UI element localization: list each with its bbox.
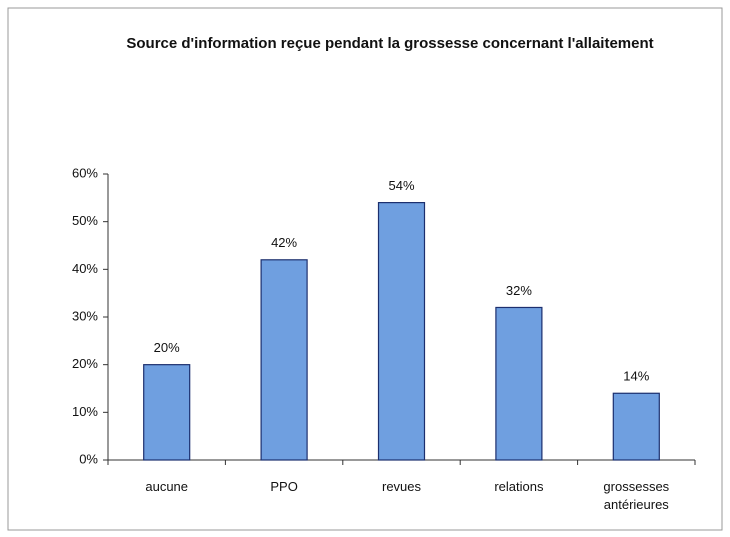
y-tick-label: 60% [72,165,98,180]
x-tick-label: revues [381,479,422,494]
x-tick-label: relations [494,479,544,494]
data-label: 54% [388,178,414,193]
data-label: 42% [271,235,297,250]
bar [260,259,308,461]
y-tick-label: 0% [79,451,98,466]
chart-title: Source d'information reçue pendant la gr… [126,35,654,52]
data-label: 14% [623,369,649,384]
x-tick-label: aucune [145,479,189,494]
data-label: 20% [154,340,180,355]
y-tick-label: 30% [72,308,98,323]
bar [143,364,191,461]
y-tick-label: 50% [72,213,98,228]
x-tick-label: grossesses antérieures [603,479,670,512]
y-tick-label: 20% [72,356,98,371]
bar [377,202,426,461]
bar [495,306,543,461]
chart-frame [7,7,723,531]
y-tick-label: 10% [72,404,98,419]
data-label: 32% [506,283,532,298]
y-tick-label: 40% [72,261,98,276]
bar [612,392,660,461]
x-tick-label: PPO [270,479,298,494]
